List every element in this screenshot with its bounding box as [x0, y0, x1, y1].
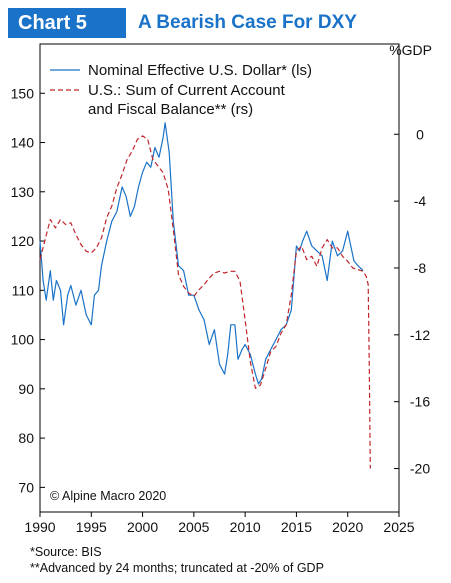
x-tick-label: 2025 [383, 519, 414, 535]
series-line-balance [39, 135, 371, 469]
y-right-tick-label: -8 [414, 260, 427, 276]
x-tick-label: 2000 [127, 519, 158, 535]
advance-note: **Advanced by 24 months; truncated at -2… [30, 561, 324, 575]
y-right-tick-label: 0 [416, 126, 424, 142]
y-left-tick-label: 90 [18, 381, 34, 397]
y-right-tick-label: -4 [414, 193, 427, 209]
legend-label-dollar: Nominal Effective U.S. Dollar* (ls) [88, 62, 312, 79]
legend-label-balance-line1: U.S.: Sum of Current Account [88, 82, 286, 99]
y-left-tick-label: 140 [11, 135, 35, 151]
x-tick-label: 1990 [24, 519, 55, 535]
y-left-tick-label: 70 [18, 479, 34, 495]
right-axis-unit: %GDP [389, 42, 432, 58]
chart-title: A Bearish Case For DXY [138, 12, 357, 33]
y-right-tick-label: -16 [410, 394, 430, 410]
legend-label-balance-line2: and Fiscal Balance** (rs) [88, 101, 253, 118]
series-line-dollar [39, 122, 364, 385]
watermark: © Alpine Macro 2020 [50, 489, 166, 503]
y-left-tick-label: 130 [11, 184, 35, 200]
y-right-tick-label: -20 [410, 461, 430, 477]
x-tick-label: 2015 [281, 519, 312, 535]
y-left-tick-label: 150 [11, 85, 35, 101]
x-tick-label: 2005 [178, 519, 209, 535]
x-tick-label: 2020 [332, 519, 363, 535]
y-left-tick-label: 80 [18, 430, 34, 446]
x-tick-label: 1995 [76, 519, 107, 535]
y-left-tick-label: 110 [12, 282, 35, 298]
source-note: *Source: BIS [30, 545, 102, 559]
plot-frame [39, 43, 400, 513]
y-right-tick-label: -12 [410, 327, 430, 343]
y-left-tick-label: 100 [11, 332, 35, 348]
y-left-tick-label: 120 [11, 233, 35, 249]
chart-header: Chart 5 A Bearish Case For DXY [8, 8, 438, 38]
chart-number-badge: Chart 5 [8, 8, 126, 38]
x-tick-label: 2010 [230, 519, 261, 535]
